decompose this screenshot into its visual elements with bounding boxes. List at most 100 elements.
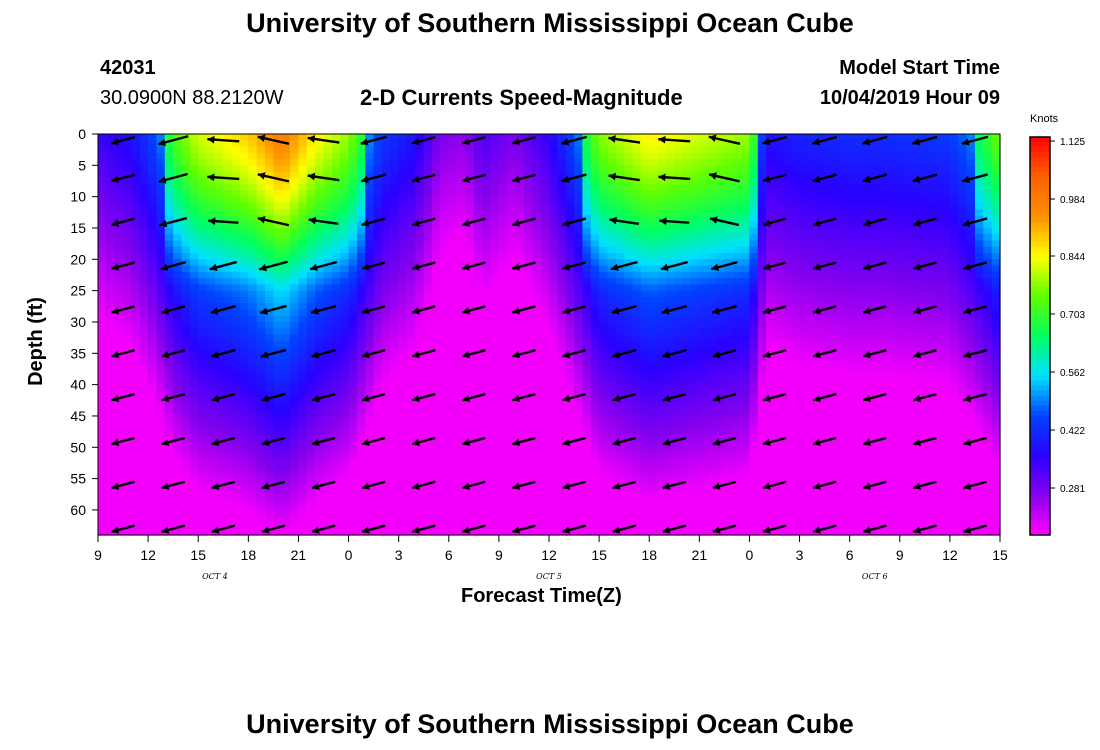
heatmap-cell <box>699 246 709 254</box>
heatmap-cell <box>398 428 408 436</box>
heatmap-cell <box>365 246 375 254</box>
heatmap-cell <box>173 528 183 536</box>
heatmap-cell <box>457 202 467 210</box>
heatmap-cell <box>716 372 725 379</box>
heatmap-cell <box>398 434 408 442</box>
heatmap-cell <box>265 390 274 398</box>
heatmap-cell <box>540 271 550 279</box>
heatmap-cell <box>490 253 500 260</box>
heatmap-cell <box>490 309 500 317</box>
heatmap-cell <box>582 516 592 524</box>
heatmap-cell <box>549 209 558 217</box>
heatmap-cell <box>690 177 700 185</box>
heatmap-cell <box>231 303 241 311</box>
heatmap-cell <box>231 165 241 173</box>
heatmap-cell <box>632 365 642 373</box>
heatmap-cell <box>523 259 533 267</box>
heatmap-cell <box>615 334 625 342</box>
heatmap-cell <box>223 202 233 210</box>
heatmap-cell <box>640 303 650 311</box>
heatmap-cell <box>599 152 609 160</box>
heatmap-cell <box>599 315 609 323</box>
heatmap-cell <box>440 184 450 191</box>
heatmap-cell <box>640 196 650 204</box>
heatmap-cell <box>156 447 166 455</box>
heatmap-cell <box>407 509 416 517</box>
heatmap-cell <box>473 215 483 223</box>
heatmap-cell <box>398 359 408 367</box>
heatmap-cell <box>649 340 659 348</box>
heatmap-cell <box>665 190 675 198</box>
heatmap-cell <box>148 165 158 173</box>
heatmap-cell <box>198 497 208 505</box>
heatmap-cell <box>381 290 391 298</box>
heatmap-cell <box>156 384 166 392</box>
heatmap-cell <box>582 372 592 379</box>
heatmap-cell <box>448 491 458 499</box>
heatmap-cell <box>239 227 249 235</box>
heatmap-cell <box>173 441 183 448</box>
heatmap-cell <box>665 378 675 386</box>
heatmap-cell <box>173 227 183 235</box>
heatmap-cell <box>381 253 391 260</box>
heatmap-cell <box>256 234 266 242</box>
heatmap-cell <box>615 259 625 267</box>
heatmap-cell <box>114 509 124 517</box>
heatmap-cell <box>290 453 300 461</box>
heatmap-cell <box>139 497 149 505</box>
heatmap-cell <box>381 221 391 229</box>
heatmap-cell <box>223 290 233 298</box>
heatmap-cell <box>440 497 450 505</box>
heatmap-cell <box>674 491 684 499</box>
heatmap-cell <box>624 347 634 354</box>
heatmap-cell <box>123 459 133 467</box>
heatmap-cell <box>473 466 483 473</box>
heatmap-cell <box>682 384 692 392</box>
heatmap-cell <box>507 271 517 279</box>
heatmap-cell <box>148 340 158 348</box>
heatmap-cell <box>306 422 316 430</box>
heatmap-cell <box>423 516 433 524</box>
heatmap-cell <box>365 365 375 373</box>
heatmap-cell <box>657 278 667 285</box>
heatmap-cell <box>373 321 383 329</box>
heatmap-cell <box>231 271 241 279</box>
heatmap-cell <box>624 271 634 279</box>
heatmap-cell <box>457 397 467 405</box>
heatmap-cell <box>482 372 492 379</box>
heatmap-cell <box>732 321 742 329</box>
heatmap-cell <box>565 146 575 154</box>
heatmap-cell <box>198 441 208 448</box>
heatmap-cell <box>348 428 358 436</box>
heatmap-cell <box>473 196 483 204</box>
heatmap-cell <box>707 159 717 166</box>
heatmap-cell <box>290 390 300 398</box>
heatmap-cell <box>306 478 316 486</box>
heatmap-cell <box>699 190 709 198</box>
heatmap-cell <box>498 478 508 486</box>
heatmap-cell <box>265 221 274 229</box>
heatmap-cell <box>582 384 592 392</box>
heatmap-cell <box>574 152 584 160</box>
heatmap-cell <box>373 522 383 530</box>
heatmap-cell <box>356 328 366 336</box>
heatmap-cell <box>290 434 300 442</box>
heatmap-cell <box>423 253 433 260</box>
heatmap-cell <box>265 309 274 317</box>
heatmap-cell <box>114 459 124 467</box>
heatmap-cell <box>231 409 241 417</box>
heatmap-cell <box>181 146 191 154</box>
heatmap-cell <box>716 497 725 505</box>
heatmap-cell <box>498 390 508 398</box>
heatmap-cell <box>281 516 291 524</box>
heatmap-cell <box>690 240 700 248</box>
heatmap-cell <box>448 246 458 254</box>
heatmap-cell <box>214 403 224 411</box>
heatmap-cell <box>164 146 174 154</box>
heatmap-cell <box>741 359 751 367</box>
heatmap-cell <box>741 265 751 273</box>
heatmap-cell <box>123 184 133 191</box>
heatmap-cell <box>181 422 191 430</box>
heatmap-cell <box>549 159 558 166</box>
heatmap-cell <box>148 315 158 323</box>
